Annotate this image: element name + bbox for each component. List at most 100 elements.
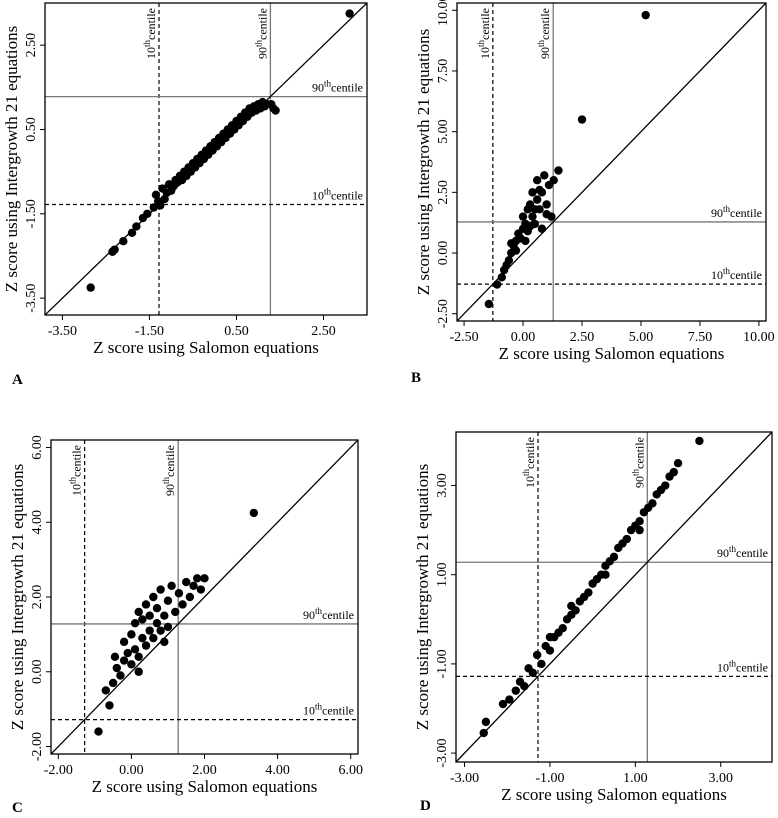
data-point	[584, 588, 593, 597]
data-point	[249, 508, 259, 518]
data-point	[622, 534, 632, 544]
data-point	[86, 283, 95, 292]
y-tick-label: 6.00	[30, 435, 45, 460]
data-point	[484, 299, 494, 309]
data-point	[110, 652, 120, 662]
centile-word: centile	[322, 608, 354, 622]
data-point	[345, 9, 354, 18]
y-tick-label: 7.50	[436, 59, 451, 84]
x-tick-label: -1.00	[535, 771, 564, 786]
y-axis-label: Z score using Intergrowth 21 equations	[2, 26, 21, 292]
x-tick-label: -2.00	[44, 763, 73, 778]
centile-superscript: th	[324, 79, 332, 89]
data-point	[635, 525, 644, 535]
centile-word: centile	[331, 81, 363, 95]
centile-label: 90thcentile	[303, 606, 354, 622]
data-point	[127, 630, 136, 639]
x-tick-label: 10.00	[743, 330, 775, 345]
x-tick-label: 0.00	[511, 330, 536, 345]
y-tick-label: -3.50	[24, 284, 39, 313]
data-point	[558, 624, 567, 633]
centile-label: 10thcentile	[711, 266, 762, 282]
centile-word: centile	[478, 8, 492, 40]
centile-number: 90	[538, 47, 552, 59]
data-point	[101, 686, 111, 695]
centile-word: centile	[632, 437, 646, 469]
centile-superscript: th	[536, 39, 546, 47]
data-point	[156, 585, 165, 594]
data-point	[554, 166, 563, 175]
y-tick-label: 3.00	[435, 473, 450, 498]
centile-superscript: th	[324, 187, 332, 197]
centile-word: centile	[255, 8, 269, 40]
data-point	[160, 637, 169, 647]
data-point	[149, 633, 158, 643]
centile-superscript: th	[729, 658, 737, 668]
centile-word: centile	[163, 445, 177, 477]
y-axis-label: Z score using Intergrowth 21 equations	[413, 464, 432, 730]
data-point	[151, 190, 161, 200]
centile-number: 10	[144, 47, 158, 59]
plot-area	[45, 3, 367, 315]
x-tick-label: 6.00	[338, 763, 363, 778]
x-tick-label: -2.50	[449, 330, 478, 345]
x-tick-label: 0.00	[119, 763, 144, 778]
y-tick-label: 2.00	[30, 585, 45, 610]
y-tick-label: 4.00	[30, 510, 45, 535]
panel-letter: C	[12, 800, 23, 816]
centile-word: centile	[730, 268, 762, 282]
data-point	[192, 574, 202, 583]
data-point	[271, 106, 280, 115]
x-tick-label: 2.00	[192, 763, 217, 778]
data-point	[532, 195, 542, 204]
data-point	[521, 236, 530, 246]
data-point	[196, 585, 206, 594]
data-point	[537, 659, 546, 669]
data-point	[152, 618, 162, 628]
data-point	[134, 652, 143, 662]
data-point	[130, 618, 140, 628]
data-point	[167, 581, 176, 590]
centile-number: 10	[303, 704, 315, 718]
data-point	[127, 660, 136, 669]
centile-word: centile	[538, 8, 552, 40]
data-point	[112, 663, 121, 673]
centile-number: 90	[711, 206, 723, 220]
identity-line	[51, 440, 358, 754]
data-point	[567, 601, 576, 611]
data-point	[156, 201, 165, 210]
x-tick-label: 2.50	[311, 324, 336, 339]
data-point	[134, 607, 143, 617]
data-point	[479, 728, 488, 738]
data-point	[577, 115, 587, 124]
data-point	[189, 581, 198, 590]
centile-superscript: th	[315, 606, 323, 616]
x-tick-label: 3.00	[709, 771, 734, 786]
centile-label: 90thcentile	[253, 8, 269, 59]
centile-number: 10	[711, 268, 723, 282]
centile-word: centile	[523, 437, 537, 469]
data-point	[156, 626, 165, 635]
data-point	[497, 273, 507, 282]
centile-label: 90thcentile	[717, 544, 768, 560]
data-point	[138, 615, 147, 624]
centile-number: 10	[523, 476, 537, 488]
plot-area	[456, 432, 772, 762]
data-point	[549, 176, 558, 185]
x-axis-label: Z score using Salomon equations	[499, 344, 725, 363]
x-tick-label: 1.00	[623, 771, 648, 786]
panel-c: -2.00 0.00 2.00 4.00 6.00 -2.00 0.00 2.00 4.00 6.…	[8, 435, 363, 816]
data-point	[498, 699, 508, 709]
data-point	[520, 681, 529, 691]
data-point	[145, 626, 154, 635]
y-tick-label: 5.00	[436, 119, 451, 144]
centile-label: 10thcentile	[476, 8, 492, 59]
data-point	[511, 686, 520, 695]
data-point	[152, 604, 162, 613]
centile-number: 10	[478, 47, 492, 59]
centile-label: 10thcentile	[142, 8, 158, 59]
data-point	[119, 637, 129, 647]
centile-word: centile	[331, 189, 363, 203]
data-point	[138, 633, 147, 643]
data-point	[537, 224, 547, 233]
